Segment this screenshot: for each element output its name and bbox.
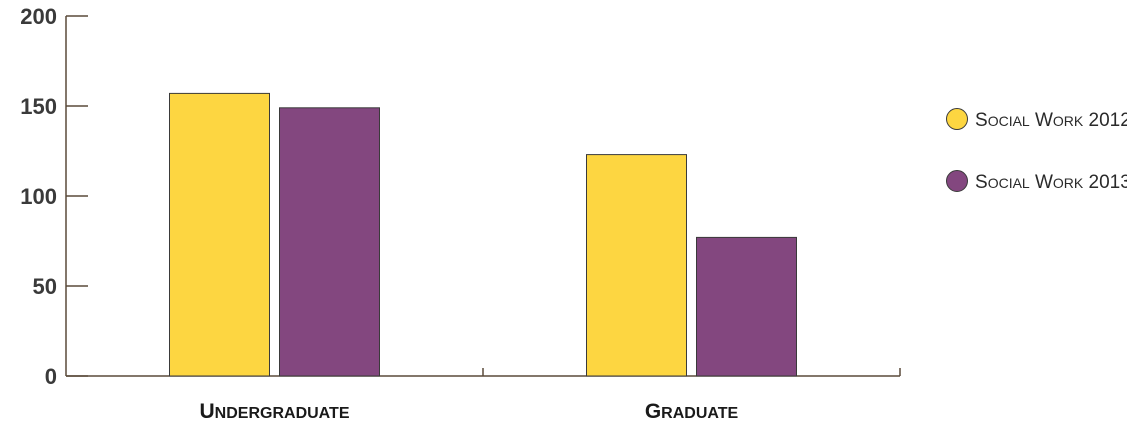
y-axis-ticks: 0 50 100 150 200 bbox=[20, 4, 88, 389]
y-tick-label: 0 bbox=[45, 364, 57, 389]
legend-label: SOCIAL WORK 2013 bbox=[975, 172, 1127, 193]
bars-group bbox=[169, 92, 797, 377]
bar-graduate-series-2 bbox=[696, 236, 797, 377]
category-label: GRADUATE bbox=[645, 400, 739, 423]
legend-label: SOCIAL WORK 2012 bbox=[975, 110, 1127, 131]
category-label: UNDERGRADUATE bbox=[200, 400, 350, 423]
legend-swatch bbox=[946, 170, 968, 192]
x-axis-ticks bbox=[482, 368, 901, 376]
bar-undergraduate-series-2 bbox=[279, 107, 380, 377]
legend: SOCIAL WORK 2012 SOCIAL WORK 2013 bbox=[946, 108, 1127, 193]
y-tick-label: 150 bbox=[20, 94, 57, 119]
bar-undergraduate-series-1 bbox=[169, 92, 270, 377]
legend-swatch bbox=[946, 108, 968, 130]
y-tick-label: 200 bbox=[20, 4, 57, 29]
category-labels: UNDERGRADUATE GRADUATE bbox=[200, 400, 739, 423]
y-tick-label: 100 bbox=[20, 184, 57, 209]
y-tick-label: 50 bbox=[33, 274, 57, 299]
bar-graduate-series-1 bbox=[586, 154, 687, 377]
